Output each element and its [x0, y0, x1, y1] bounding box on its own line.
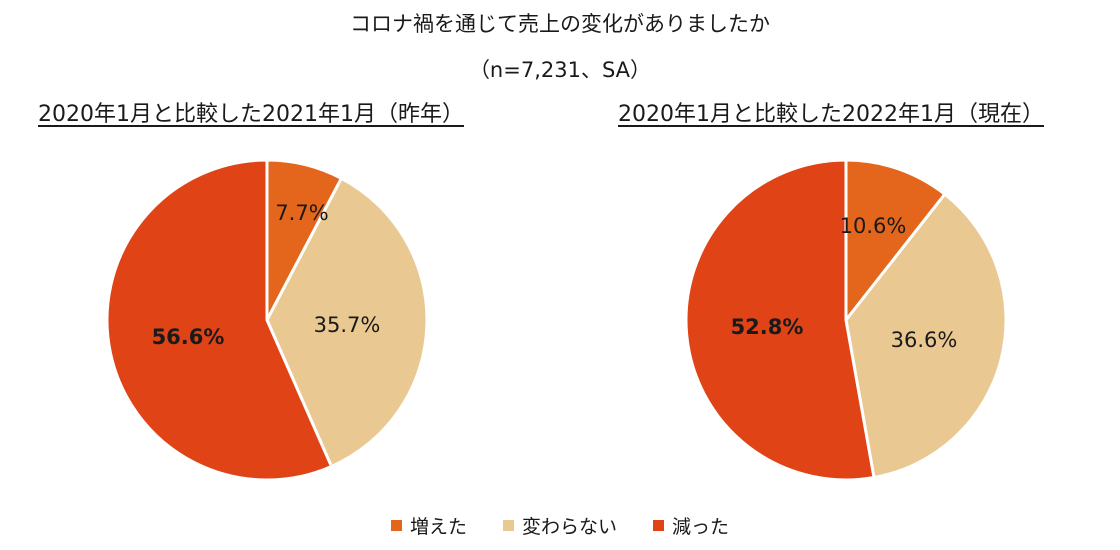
pie-2021-label-decreased: 56.6% [152, 325, 225, 349]
pie-2021-label-increased: 7.7% [275, 201, 328, 225]
pie-2022-title: 2020年1月と比較した2022年1月（現在） [618, 102, 1044, 127]
pie-2021-slice-unchanged [265, 176, 429, 468]
legend-item-increased: 増えた [390, 512, 467, 539]
pie-2021-slice-decreased [105, 158, 333, 482]
legend-label-unchanged: 変わらない [521, 516, 617, 538]
pie-2021-title: 2020年1月と比較した2021年1月（昨年） [38, 102, 464, 127]
pie-2022-label-decreased: 52.8% [731, 315, 804, 339]
pie-2022-label-unchanged: 36.6% [891, 328, 958, 352]
legend-label-increased: 増えた [409, 516, 467, 538]
legend-item-decreased: 減った [653, 512, 729, 539]
pie-2022-slice-decreased [684, 158, 876, 482]
pie-2022-label-increased: 10.6% [840, 214, 907, 238]
pie-2021-label-unchanged: 35.7% [314, 313, 381, 337]
chart-title: コロナ禍を通じて売上の変化がありましたか [350, 12, 770, 36]
legend: 増えた 変わらない 減った [0, 512, 1120, 539]
legend-item-unchanged: 変わらない [502, 512, 617, 539]
legend-swatch-unchanged [502, 520, 514, 531]
legend-swatch-decreased [653, 520, 664, 531]
pie-2022-slice-increased [844, 158, 947, 322]
legend-label-decreased: 減った [672, 516, 730, 538]
legend-swatch-increased [390, 520, 402, 531]
pie-2022-slice-unchanged [844, 192, 1008, 480]
chart-sample-size: （n=7,231、SA） [468, 58, 652, 82]
